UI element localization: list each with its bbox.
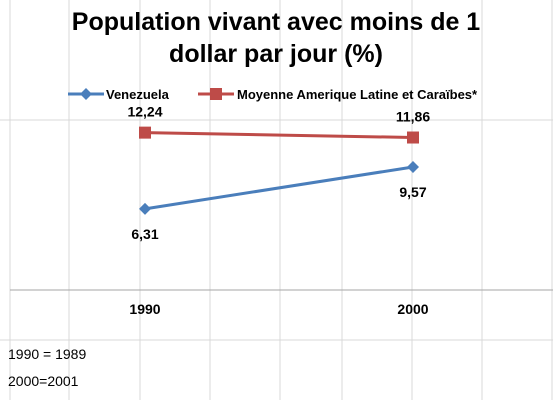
data-label-venezuela-1990: 6,31 [131, 226, 158, 242]
x-tick-labels: 1990 2000 [129, 301, 428, 317]
data-label-moyenne-2000: 11,86 [396, 109, 430, 125]
legend-label-moyenne: Moyenne Amerique Latine et Caraïbes* [237, 87, 478, 102]
series-layer: 6,31 9,57 12,24 11,86 [127, 104, 430, 242]
legend-label-venezuela: Venezuela [106, 87, 170, 102]
series-line-moyenne [144, 131, 414, 140]
data-label-venezuela-2000: 9,57 [399, 184, 426, 200]
note-2000: 2000=2001 [8, 373, 79, 389]
x-tick-label-1990: 1990 [129, 301, 160, 317]
legend-item-moyenne: Moyenne Amerique Latine et Caraïbes* [198, 87, 478, 102]
legend-marker-moyenne [210, 88, 222, 100]
point-venezuela-1990 [139, 202, 151, 215]
data-label-moyenne-1990: 12,24 [127, 104, 162, 120]
x-tick-label-2000: 2000 [397, 301, 428, 317]
legend-marker-venezuela [80, 88, 92, 100]
point-moyenne-1990 [139, 126, 151, 139]
chart-title-line-2: dollar par jour (%) [169, 40, 383, 68]
point-moyenne-2000 [407, 131, 419, 144]
series-line-venezuela [144, 165, 414, 211]
legend-item-venezuela: Venezuela [68, 87, 170, 102]
legend: Venezuela Moyenne Amerique Latine et Car… [68, 87, 478, 102]
chart-title-line-1: Population vivant avec moins de 1 [72, 8, 481, 36]
note-1990: 1990 = 1989 [8, 346, 87, 362]
point-venezuela-2000 [407, 160, 419, 173]
